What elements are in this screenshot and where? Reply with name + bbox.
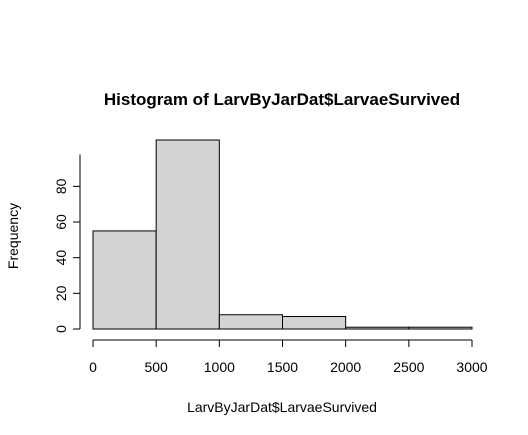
histogram-bar-4 xyxy=(345,326,410,330)
x-tick-label: 2000 xyxy=(330,359,361,375)
x-axis: 0 500 1000 1500 2000 2500 3000 xyxy=(89,339,488,375)
y-tick-label: 20 xyxy=(53,285,69,301)
histogram-bars xyxy=(92,139,473,330)
histogram-bar-5 xyxy=(408,326,473,330)
x-tick-label: 500 xyxy=(144,359,168,375)
histogram-bar-2 xyxy=(218,314,283,330)
chart-title: Histogram of LarvByJarDat$LarvaeSurvived xyxy=(104,90,460,109)
x-tick-label: 1000 xyxy=(204,359,235,375)
histogram-bar-3 xyxy=(282,316,347,330)
histogram-bar-1 xyxy=(155,139,220,330)
y-axis: 0 20 40 60 80 xyxy=(53,154,81,333)
histogram-bar-0 xyxy=(92,230,157,330)
y-axis-label: Frequency xyxy=(5,203,21,269)
x-tick-label: 0 xyxy=(89,359,97,375)
y-tick-label: 80 xyxy=(53,178,69,194)
x-tick-label: 3000 xyxy=(456,359,487,375)
y-tick-label: 40 xyxy=(53,250,69,266)
x-tick-label: 2500 xyxy=(393,359,424,375)
y-tick-label: 60 xyxy=(53,214,69,230)
x-axis-label: LarvByJarDat$LarvaeSurvived xyxy=(187,399,377,415)
y-tick-label: 0 xyxy=(53,325,69,333)
x-tick-label: 1500 xyxy=(267,359,298,375)
